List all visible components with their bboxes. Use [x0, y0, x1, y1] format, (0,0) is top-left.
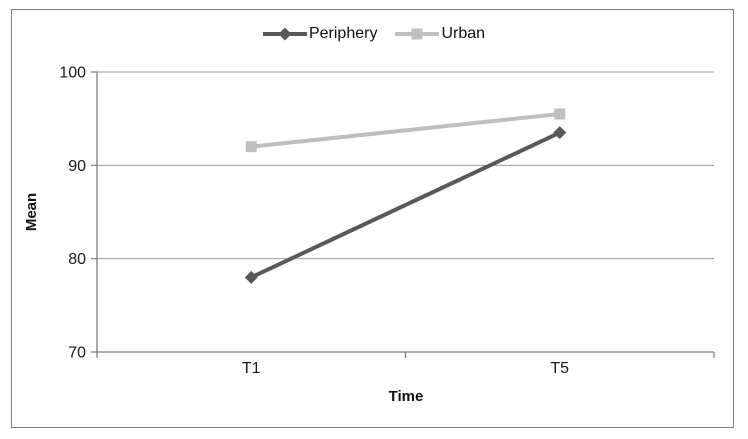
svg-text:100: 100 [59, 65, 86, 82]
legend-label-urban: Urban [441, 25, 486, 42]
periphery-line-diamond-marker-icon [262, 27, 307, 41]
legend: Periphery Urban [0, 26, 748, 42]
svg-text:90: 90 [68, 158, 86, 175]
svg-text:T1: T1 [242, 360, 261, 377]
axes [96, 72, 714, 353]
legend-item-urban: Urban [395, 26, 485, 42]
chart-border [11, 9, 734, 428]
svg-text:T5: T5 [550, 360, 569, 377]
x-axis-title: Time [389, 388, 424, 405]
y-axis-title: Mean [23, 193, 40, 231]
gridlines [97, 71, 714, 260]
svg-text:70: 70 [68, 345, 86, 362]
tick-labels: 70 80 90 100 T1 T5 [59, 65, 569, 378]
legend-label-periphery: Periphery [308, 25, 378, 42]
urban-line-square-marker-icon [395, 28, 440, 40]
legend-item-periphery: Periphery [262, 25, 378, 42]
series-lines [244, 108, 567, 284]
tick-marks [91, 71, 715, 358]
svg-text:80: 80 [68, 251, 86, 268]
